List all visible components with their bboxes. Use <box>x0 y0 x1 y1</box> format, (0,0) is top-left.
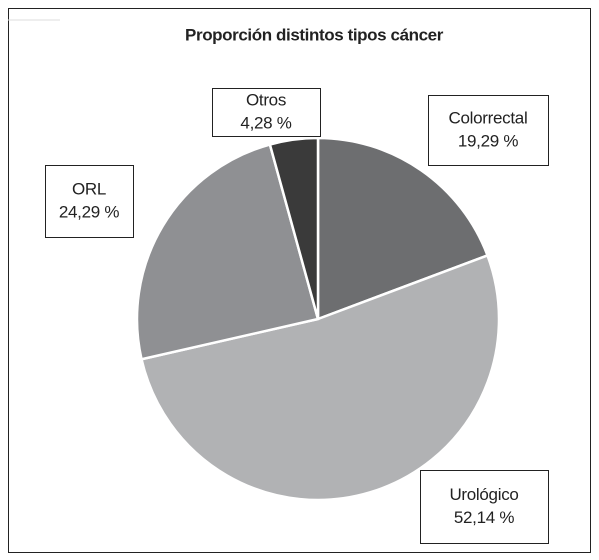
value-label: 24,29 % <box>59 202 119 221</box>
pie-slice <box>268 136 320 320</box>
pie-slice <box>316 136 490 321</box>
pie-slice <box>140 253 501 502</box>
value-label: 19,29 % <box>458 131 518 150</box>
label-box <box>212 88 321 137</box>
chart-title: Proporción distintos tipos cáncer <box>185 25 444 44</box>
label-box <box>45 165 134 238</box>
value-label: 4,28 % <box>240 113 291 132</box>
category-label: Otros <box>246 90 286 109</box>
label-box <box>428 95 549 166</box>
label-box <box>420 470 549 544</box>
category-label: ORL <box>72 179 106 198</box>
value-label: 52,14 % <box>454 508 514 527</box>
category-label: Colorrectal <box>449 108 528 127</box>
pie-slice <box>135 142 320 361</box>
category-label: Urológico <box>449 485 518 504</box>
